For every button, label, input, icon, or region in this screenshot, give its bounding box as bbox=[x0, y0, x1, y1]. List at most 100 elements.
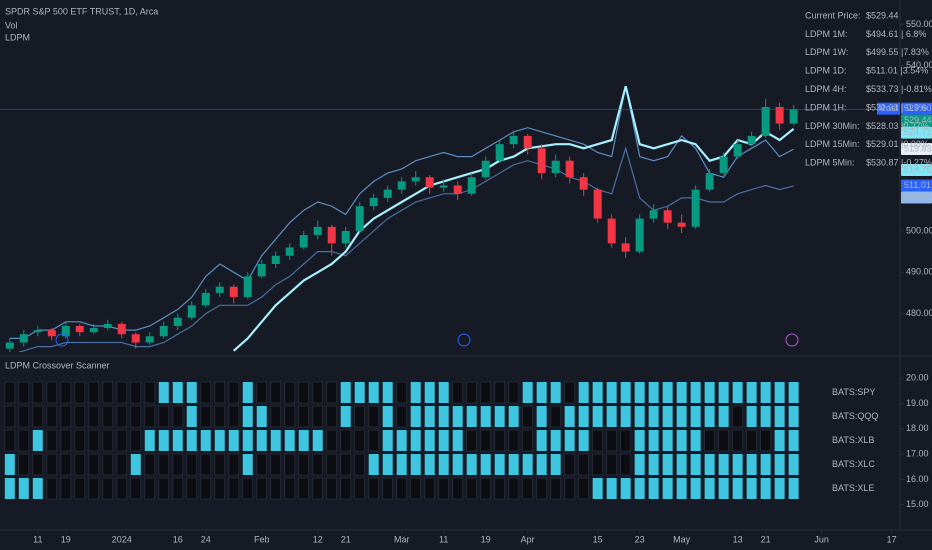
symbol-title: SPDR S&P 500 ETF TRUST, 1D, Arca bbox=[5, 6, 158, 16]
candle-body bbox=[789, 109, 798, 124]
scanner-cell bbox=[186, 430, 197, 451]
candle-body bbox=[453, 185, 462, 194]
scanner-cell bbox=[466, 406, 477, 427]
scanner-cell bbox=[494, 477, 506, 500]
scanner-cell bbox=[270, 453, 282, 476]
scanner-cell bbox=[326, 429, 338, 452]
table-label: LDPM 1M: bbox=[805, 29, 848, 39]
event-icon[interactable] bbox=[785, 333, 799, 347]
scanner-cell bbox=[242, 382, 253, 403]
candle-body bbox=[677, 222, 686, 227]
scanner-cell bbox=[284, 453, 296, 476]
post-badge bbox=[877, 102, 900, 115]
x-tick-label: 19 bbox=[61, 534, 71, 544]
scanner-cell bbox=[424, 406, 435, 427]
candle-body bbox=[383, 189, 392, 198]
candle-body bbox=[19, 334, 28, 343]
price-badge bbox=[901, 191, 932, 204]
scanner-cell bbox=[718, 429, 730, 452]
scanner-cell bbox=[774, 382, 785, 403]
scanner-cell bbox=[102, 405, 114, 428]
scanner-cell bbox=[788, 454, 799, 475]
scanner-cell bbox=[704, 382, 715, 403]
table-label: Current Price: bbox=[805, 10, 861, 20]
scanner-cell bbox=[18, 405, 30, 428]
scanner-cell bbox=[704, 406, 715, 427]
price-badge bbox=[901, 179, 932, 192]
scanner-cell bbox=[130, 405, 142, 428]
table-value: $529.44 bbox=[866, 10, 899, 20]
scanner-cell bbox=[46, 405, 58, 428]
x-tick-label: Apr bbox=[521, 534, 535, 544]
scanner-cell bbox=[634, 406, 645, 427]
scanner-cell bbox=[760, 478, 771, 499]
x-tick-label: 21 bbox=[761, 534, 771, 544]
scanner-cell bbox=[158, 453, 170, 476]
scanner-cell bbox=[732, 405, 744, 428]
scanner-cell bbox=[550, 477, 562, 500]
scanner-cell bbox=[284, 381, 296, 404]
event-icon[interactable] bbox=[457, 333, 471, 347]
scanner-cell bbox=[550, 454, 561, 475]
post-badge-label: Post bbox=[880, 103, 899, 113]
scanner-cell bbox=[74, 381, 86, 404]
scanner-cell bbox=[340, 382, 351, 403]
scanner-cell bbox=[578, 430, 589, 451]
table-label: LDPM 15Min: bbox=[805, 139, 860, 149]
scanner-cell bbox=[172, 477, 184, 500]
candle-body bbox=[131, 334, 140, 343]
event-icon[interactable] bbox=[55, 333, 69, 347]
scanner-cell bbox=[592, 478, 603, 499]
scanner-cell bbox=[60, 453, 72, 476]
scanner-cell bbox=[130, 477, 142, 500]
scanner-cell bbox=[186, 453, 198, 476]
scanner-cell bbox=[410, 477, 422, 500]
candle-body bbox=[327, 226, 336, 244]
candle-body bbox=[579, 177, 588, 190]
scanner-cell bbox=[480, 381, 492, 404]
scanner-cell bbox=[522, 454, 533, 475]
candle-body bbox=[159, 325, 168, 337]
scanner-cell bbox=[102, 429, 114, 452]
scanner-y-tick-label: 16.00 bbox=[906, 474, 929, 484]
scanner-cell bbox=[102, 477, 114, 500]
candle-body bbox=[635, 218, 644, 252]
scanner-cell bbox=[578, 382, 589, 403]
scanner-cell bbox=[102, 453, 114, 476]
table-value: $530.87 |-0.27% bbox=[866, 158, 932, 168]
scanner-cell bbox=[312, 381, 324, 404]
scanner-cell bbox=[312, 430, 323, 451]
scanner-cell bbox=[410, 454, 421, 475]
candle-body bbox=[509, 135, 518, 145]
scanner-cell bbox=[564, 430, 575, 451]
scanner-y-tick-label: 19.00 bbox=[906, 398, 929, 408]
scanner-cell bbox=[382, 430, 393, 451]
scanner-cell bbox=[158, 405, 170, 428]
scanner-cell bbox=[256, 381, 268, 404]
scanner-cell bbox=[368, 405, 380, 428]
scanner-cell bbox=[32, 381, 44, 404]
scanner-cell bbox=[592, 406, 603, 427]
table-label: LDPM 1H: bbox=[805, 102, 847, 112]
scanner-cell bbox=[704, 429, 716, 452]
candle-body bbox=[47, 330, 56, 337]
scanner-cell bbox=[144, 430, 155, 451]
scanner-cell bbox=[788, 430, 799, 451]
scanner-cell bbox=[676, 382, 687, 403]
scanner-cell bbox=[88, 477, 100, 500]
scanner-cell bbox=[326, 381, 338, 404]
scanner-cell bbox=[284, 405, 296, 428]
candle-body bbox=[187, 305, 196, 318]
scanner-cell bbox=[662, 406, 673, 427]
table-label: LDPM 4H: bbox=[805, 84, 847, 94]
scanner-cell bbox=[200, 381, 212, 404]
candle-body bbox=[621, 243, 630, 252]
table-value: $529.01 |0.08% bbox=[866, 139, 929, 149]
scanner-cell bbox=[438, 477, 450, 500]
scanner-cell bbox=[340, 453, 352, 476]
price-badge bbox=[901, 143, 932, 156]
scanner-cell bbox=[130, 429, 142, 452]
scanner-cell bbox=[662, 478, 673, 499]
scanner-cell bbox=[116, 405, 128, 428]
scanner-cell bbox=[438, 454, 449, 475]
